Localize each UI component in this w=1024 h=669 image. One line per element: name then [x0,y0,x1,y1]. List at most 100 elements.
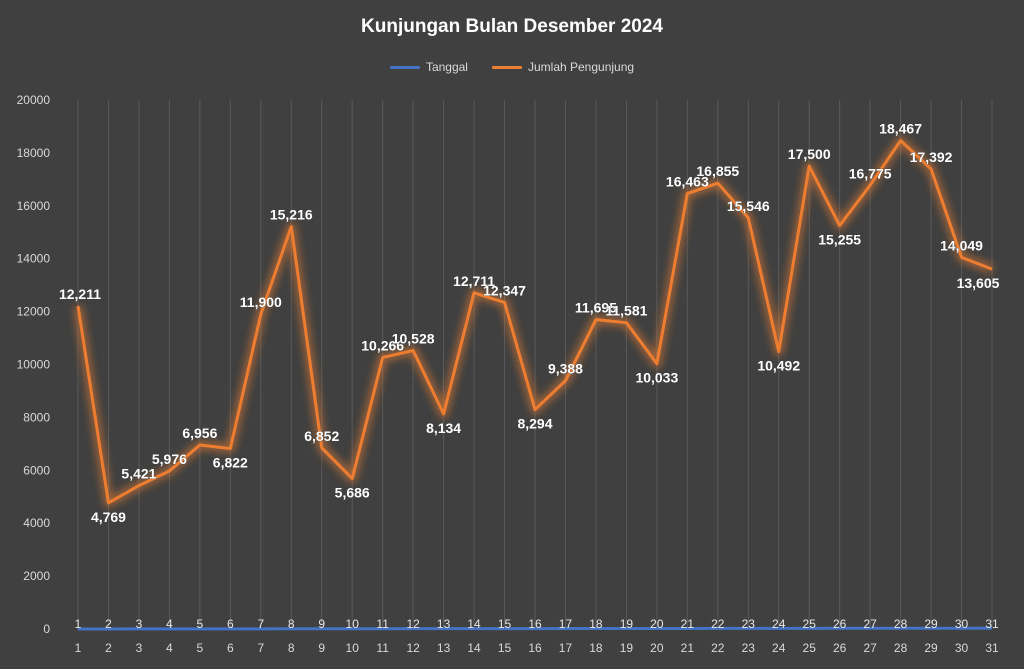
data-label-tanggal: 30 [955,617,969,631]
x-tick-label: 23 [742,641,756,655]
data-label-jumlah-pengunjung: 15,255 [818,232,861,248]
data-label-jumlah-pengunjung: 10,528 [392,331,435,347]
data-label-tanggal: 15 [498,617,512,631]
data-label-tanggal: 4 [166,617,173,631]
y-tick-label: 6000 [23,463,50,477]
data-label-jumlah-pengunjung: 10,033 [635,370,678,386]
data-label-tanggal: 29 [924,617,938,631]
data-label-tanggal: 22 [711,617,725,631]
legend-item-tanggal: Tanggal [389,60,468,74]
legend-label-jumlah-pengunjung: Jumlah Pengunjung [527,60,635,74]
data-label-tanggal: 2 [105,617,112,631]
data-label-jumlah-pengunjung: 5,976 [152,451,187,467]
x-tick-label: 21 [681,641,695,655]
x-tick-label: 31 [985,641,999,655]
data-label-jumlah-pengunjung: 15,546 [727,198,770,214]
data-label-tanggal: 3 [136,617,143,631]
data-label-jumlah-pengunjung: 16,463 [666,174,709,190]
x-tick-label: 25 [803,641,817,655]
data-label-tanggal: 18 [589,617,603,631]
data-label-jumlah-pengunjung: 5,686 [335,485,370,501]
x-tick-label: 28 [894,641,908,655]
data-label-tanggal: 17 [559,617,573,631]
x-tick-label: 16 [528,641,542,655]
data-label-jumlah-pengunjung: 16,775 [849,165,892,181]
x-tick-label: 29 [924,641,938,655]
legend-swatch-tanggal [389,65,420,69]
data-label-jumlah-pengunjung: 8,294 [517,416,552,432]
x-tick-label: 20 [650,641,664,655]
series-lines [73,136,994,631]
data-label-tanggal: 14 [467,617,481,631]
data-label-tanggal: 16 [528,617,542,631]
data-label-jumlah-pengunjung: 13,605 [957,275,1000,291]
x-tick-label: 15 [498,641,512,655]
data-label-tanggal: 7 [257,617,264,631]
y-tick-label: 14000 [17,252,51,266]
x-tick-label: 7 [257,641,264,655]
x-tick-label: 22 [711,641,725,655]
y-tick-label: 10000 [17,358,51,372]
data-label-tanggal: 21 [681,617,695,631]
x-tick-label: 6 [227,641,234,655]
data-label-tanggal: 26 [833,617,847,631]
y-tick-label: 12000 [17,305,51,319]
data-label-tanggal: 1 [75,617,82,631]
y-tick-label: 0 [43,622,50,636]
gridlines [77,100,993,630]
x-tick-label: 9 [318,641,325,655]
data-label-tanggal: 12 [406,617,420,631]
data-label-jumlah-pengunjung: 8,134 [426,420,461,436]
y-axis: 0 2000 4000 6000 8000 10000 12000 14000 16000 180… [17,93,51,636]
data-label-jumlah-pengunjung: 5,421 [121,466,156,482]
data-label-jumlah-pengunjung: 6,822 [213,455,248,471]
y-tick-label: 4000 [23,516,50,530]
y-tick-label: 16000 [17,199,51,213]
data-label-jumlah-pengunjung: 10,492 [757,357,800,373]
x-tick-label: 18 [589,641,603,655]
data-label-tanggal: 24 [772,617,786,631]
x-axis: 1 2 3 4 5 6 7 8 9 10 11 12 13 14 15 16 17 18 19 20 21 22 23 24 2… [75,641,999,655]
legend-item-jumlah-pengunjung: Jumlah Pengunjung [491,60,635,74]
y-tick-label: 2000 [23,569,50,583]
data-label-tanggal: 20 [650,617,664,631]
data-label-jumlah-pengunjung: 15,216 [270,207,313,223]
x-tick-label: 26 [833,641,847,655]
data-label-jumlah-pengunjung: 17,392 [910,149,953,165]
data-label-jumlah-pengunjung: 6,852 [304,428,339,444]
legend: Tanggal Jumlah Pengunjung [0,60,1024,74]
data-label-jumlah-pengunjung: 12,347 [483,282,526,298]
x-tick-label: 19 [620,641,634,655]
data-label-jumlah-pengunjung: 10,266 [361,337,404,353]
data-label-jumlah-pengunjung: 9,388 [548,361,583,377]
data-label-jumlah-pengunjung: 12,211 [59,286,101,302]
data-label-jumlah-pengunjung: 11,581 [605,303,647,319]
data-label-tanggal: 10 [346,617,360,631]
data-label-tanggal: 6 [227,617,234,631]
y-tick-label: 20000 [17,93,51,107]
chart-title: Kunjungan Bulan Desember 2024 [361,16,663,37]
data-label-jumlah-pengunjung: 6,956 [182,425,217,441]
x-tick-label: 13 [437,641,451,655]
series-line-jumlah-pengunjung [76,139,993,505]
data-label-tanggal: 25 [803,617,817,631]
data-label-jumlah-pengunjung: 12,711 [453,273,495,289]
data-label-tanggal: 28 [894,617,908,631]
data-label-tanggal: 11 [376,617,389,631]
y-tick-label: 8000 [23,410,50,424]
x-tick-label: 27 [863,641,877,655]
x-tick-label: 14 [467,641,481,655]
data-label-jumlah-pengunjung: 11,695 [575,300,617,316]
data-label-jumlah-pengunjung: 18,467 [879,121,922,137]
data-label-jumlah-pengunjung: 17,500 [788,146,831,162]
x-tick-label: 3 [136,641,143,655]
data-label-tanggal: 19 [620,617,634,631]
data-label-jumlah-pengunjung: 4,769 [91,509,126,525]
x-tick-label: 10 [346,641,360,655]
data-label-tanggal: 5 [197,617,204,631]
x-tick-label: 30 [955,641,969,655]
data-label-tanggal: 9 [318,617,325,631]
x-tick-label: 11 [376,641,389,655]
